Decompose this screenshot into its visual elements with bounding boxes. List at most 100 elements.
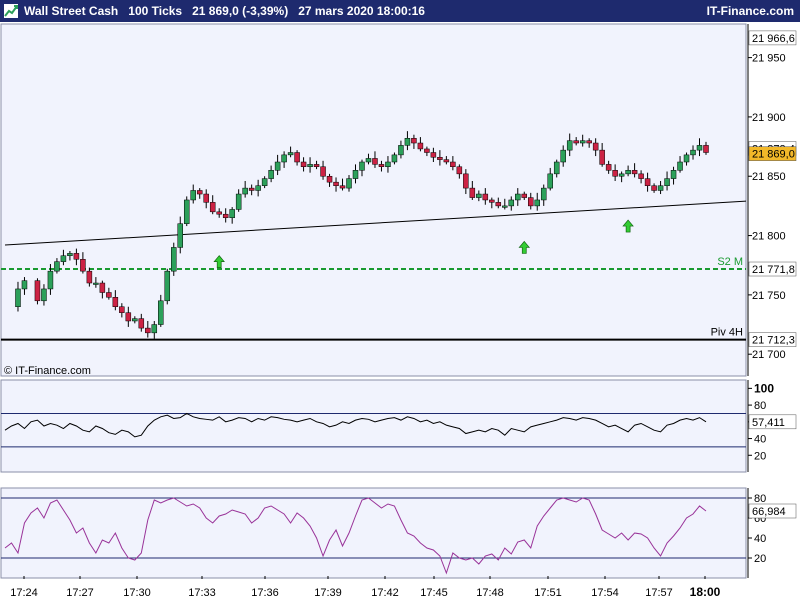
candle <box>528 192 534 210</box>
candle-body <box>86 270 93 284</box>
candle-body <box>508 199 515 207</box>
candle <box>573 137 579 146</box>
candle <box>352 164 359 184</box>
time-tick-label: 17:51 <box>534 587 562 599</box>
candle <box>235 189 242 212</box>
candle <box>80 252 86 274</box>
candle <box>417 137 424 152</box>
candle <box>424 146 430 157</box>
candle <box>372 151 378 168</box>
candle-body <box>125 312 132 322</box>
candle-body <box>690 149 696 156</box>
candle <box>326 173 333 187</box>
candle <box>482 188 489 205</box>
price-tag-label: 21 869,0 <box>752 149 795 161</box>
buy-signal-arrow <box>213 255 225 269</box>
chart-area: 21 700 21 750 21 800 21 850 21 900 21 950 S2 M… <box>0 23 797 599</box>
candle-body <box>145 327 151 334</box>
price-tag-label: 21 771,8 <box>752 264 795 276</box>
time-tick-label: 17:45 <box>420 587 448 599</box>
candle-body <box>664 178 670 186</box>
candle-body <box>437 157 443 160</box>
candle <box>385 156 391 173</box>
time-tick-label: 17:39 <box>314 587 342 599</box>
candle <box>508 196 515 211</box>
candle <box>443 156 450 165</box>
chart-title: Wall Street Cash 100 Ticks 21 869,0 (-3,… <box>24 0 425 22</box>
time-tick-label: 17:33 <box>188 587 216 599</box>
candle-body <box>171 247 177 272</box>
price-tag <box>748 332 797 347</box>
candle-body <box>203 193 209 203</box>
candle <box>190 184 196 204</box>
price-tick-label: 21 750 <box>752 290 786 302</box>
candle-body <box>54 261 60 272</box>
candle <box>151 320 158 339</box>
candle <box>177 216 183 254</box>
candle-body <box>495 202 502 207</box>
candle <box>60 249 67 266</box>
candle <box>99 280 106 299</box>
candle <box>261 176 268 189</box>
candle-body <box>547 173 553 189</box>
candle-body <box>294 152 300 163</box>
candle-body <box>47 270 54 290</box>
candle <box>489 197 495 209</box>
price-tick-label: 21 900 <box>752 112 786 124</box>
candle <box>560 145 566 167</box>
candle-body <box>469 187 476 198</box>
candle-body <box>703 145 709 153</box>
rsi-tick-label: 80 <box>754 400 766 412</box>
candle-body <box>106 292 112 298</box>
last-price: 21 869,0 <box>192 4 239 18</box>
candle <box>625 165 631 177</box>
candle-body <box>138 318 145 329</box>
candle <box>119 303 125 318</box>
candle <box>320 160 326 180</box>
candle-body <box>683 154 690 163</box>
candle <box>158 294 164 327</box>
candle <box>586 138 592 148</box>
quote-datetime: 27 mars 2020 18:00:16 <box>298 4 425 18</box>
price-tick-label: 21 800 <box>752 231 786 243</box>
candle <box>138 313 145 332</box>
candle-body <box>411 138 417 144</box>
candle <box>268 165 274 183</box>
candle <box>365 153 372 165</box>
candle-body <box>261 178 268 186</box>
candle-body <box>599 149 605 165</box>
candle-body <box>573 140 579 144</box>
candle-body <box>605 164 612 171</box>
candle-body <box>268 170 274 179</box>
candle-body <box>592 142 599 151</box>
candle-body <box>417 142 424 150</box>
candle <box>450 156 456 171</box>
candle-body <box>248 187 255 191</box>
candle-body <box>404 138 411 146</box>
candle-body <box>424 148 430 153</box>
candle <box>21 277 28 295</box>
candle <box>209 195 216 215</box>
candle <box>579 134 586 147</box>
candle <box>281 151 287 168</box>
chart-header: Wall Street Cash 100 Ticks 21 869,0 (-3,… <box>0 0 800 22</box>
price-tag <box>748 146 797 161</box>
candle <box>54 258 60 274</box>
candle <box>67 250 73 261</box>
candle <box>521 191 528 200</box>
candle <box>463 169 469 195</box>
rsi-value-tag <box>748 414 797 430</box>
price-tag-label: 21 966,6 <box>752 33 795 45</box>
candle <box>248 184 255 196</box>
candle-body <box>255 185 261 191</box>
price-tag <box>748 261 797 277</box>
candle <box>300 157 307 172</box>
candle-body <box>430 152 437 158</box>
time-tick-label: 17:24 <box>10 587 38 599</box>
candle-body <box>372 158 378 165</box>
candle <box>411 134 417 149</box>
candle-body <box>132 318 138 322</box>
time-tick-label: 17:36 <box>251 587 279 599</box>
candle-body <box>274 161 281 171</box>
tick-interval: 100 Ticks <box>128 4 183 18</box>
